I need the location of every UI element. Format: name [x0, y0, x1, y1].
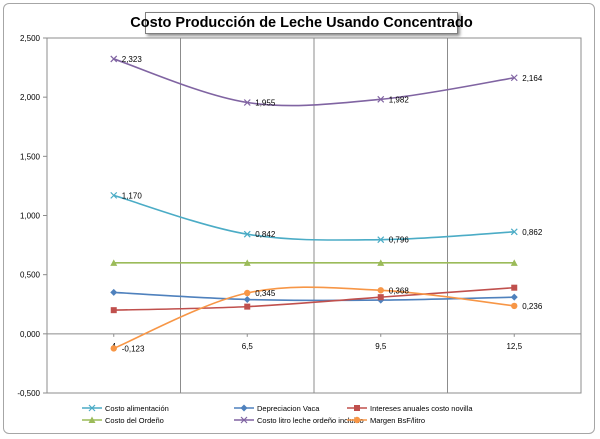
y-tick-label: 0,000	[20, 330, 41, 339]
legend-marker-intereses-anuales-costo-novilla	[354, 405, 360, 411]
data-label-margen-bsf-litro: -0,123	[122, 344, 145, 353]
data-label-costo-alimentacion: 0,796	[389, 236, 410, 245]
chart-title-box: Costo Producción de Leche Usando Concent…	[130, 12, 473, 34]
data-point-intereses-anuales-costo-novilla	[244, 303, 251, 310]
data-point-costo-litro-leche-ordeno-incluido	[243, 99, 251, 106]
y-tick-label: 1,500	[20, 152, 41, 161]
x-tick-label: 12,5	[506, 342, 522, 351]
legend-label-intereses-anuales-costo-novilla: Intereses anuales costo novilla	[370, 404, 473, 413]
data-point-intereses-anuales-costo-novilla	[110, 307, 117, 314]
data-label-margen-bsf-litro: 0,368	[389, 286, 410, 295]
legend-marker-margen-bsf-litro	[353, 416, 361, 424]
legend-label-costo-del-ordeno: Costo del Ordeño	[105, 416, 164, 425]
data-label-margen-bsf-litro: 0,345	[255, 289, 276, 298]
y-tick-label: 2,000	[20, 93, 41, 102]
legend-marker-depreciacion-vaca	[240, 404, 248, 412]
data-point-costo-del-ordeno	[510, 259, 518, 266]
y-tick-label: 0,500	[20, 271, 41, 280]
series-line-costo-litro-leche-ordeno-incluido	[113, 58, 515, 107]
data-point-costo-litro-leche-ordeno-incluido	[377, 95, 385, 103]
data-label-costo-litro-leche-ordeno-incluido: 2,323	[122, 55, 143, 64]
legend-marker-costo-litro-leche-ordeno-incluido	[240, 416, 248, 424]
y-tick-label: -0,500	[17, 389, 40, 398]
chart-frame: Costo Producción de Leche Usando Concent…	[3, 3, 595, 434]
legend-label-depreciacion-vaca: Depreciacion Vaca	[257, 404, 320, 413]
x-tick-label: 9,5	[375, 342, 387, 351]
data-point-margen-bsf-litro	[511, 302, 518, 310]
legend-label-margen-bsf-litro: Margen BsF/litro	[370, 416, 425, 425]
data-point-margen-bsf-litro	[110, 345, 117, 352]
chart-title: Costo Producción de Leche Usando Concent…	[130, 15, 473, 31]
data-label-costo-litro-leche-ordeno-incluido: 1,955	[255, 98, 276, 107]
data-point-depreciacion-vaca	[510, 293, 518, 301]
y-tick-label: 1,000	[20, 212, 41, 221]
data-point-depreciacion-vaca	[243, 296, 251, 304]
legend-marker-costo-del-ordeno	[88, 416, 96, 423]
data-label-margen-bsf-litro: 0,236	[522, 302, 543, 311]
data-point-depreciacion-vaca	[110, 288, 118, 296]
series-line-costo-alimentacion	[113, 194, 515, 241]
data-point-costo-alimentacion	[377, 236, 385, 244]
data-point-intereses-anuales-costo-novilla	[511, 284, 518, 291]
data-label-costo-alimentacion: 0,842	[255, 230, 276, 239]
data-label-costo-litro-leche-ordeno-incluido: 1,982	[389, 95, 410, 104]
data-point-costo-alimentacion	[243, 230, 251, 238]
data-point-costo-alimentacion	[110, 191, 118, 199]
data-point-costo-del-ordeno	[377, 259, 385, 266]
data-point-costo-litro-leche-ordeno-incluido	[510, 74, 518, 82]
data-point-costo-del-ordeno	[243, 259, 251, 266]
legend-marker-costo-alimentacion	[88, 404, 96, 412]
legend-label-costo-alimentacion: Costo alimentación	[105, 404, 169, 413]
data-point-costo-alimentacion	[510, 228, 518, 236]
data-point-costo-del-ordeno	[110, 259, 118, 266]
data-label-costo-alimentacion: 1,170	[122, 191, 143, 200]
data-point-costo-litro-leche-ordeno-incluido	[110, 55, 118, 63]
series-line-intereses-anuales-costo-novilla	[113, 286, 515, 311]
data-label-costo-litro-leche-ordeno-incluido: 2,164	[522, 74, 543, 83]
data-point-margen-bsf-litro	[377, 287, 384, 294]
series-line-margen-bsf-litro	[113, 286, 515, 350]
y-tick-label: 2,500	[20, 34, 41, 43]
data-point-margen-bsf-litro	[244, 289, 251, 297]
x-tick-label: 6,5	[242, 342, 254, 351]
data-point-intereses-anuales-costo-novilla	[377, 294, 384, 301]
data-label-costo-alimentacion: 0,862	[522, 228, 543, 237]
legend-label-costo-litro-leche-ordeno-incluido: Costo litro leche ordeño incluido	[257, 416, 364, 425]
